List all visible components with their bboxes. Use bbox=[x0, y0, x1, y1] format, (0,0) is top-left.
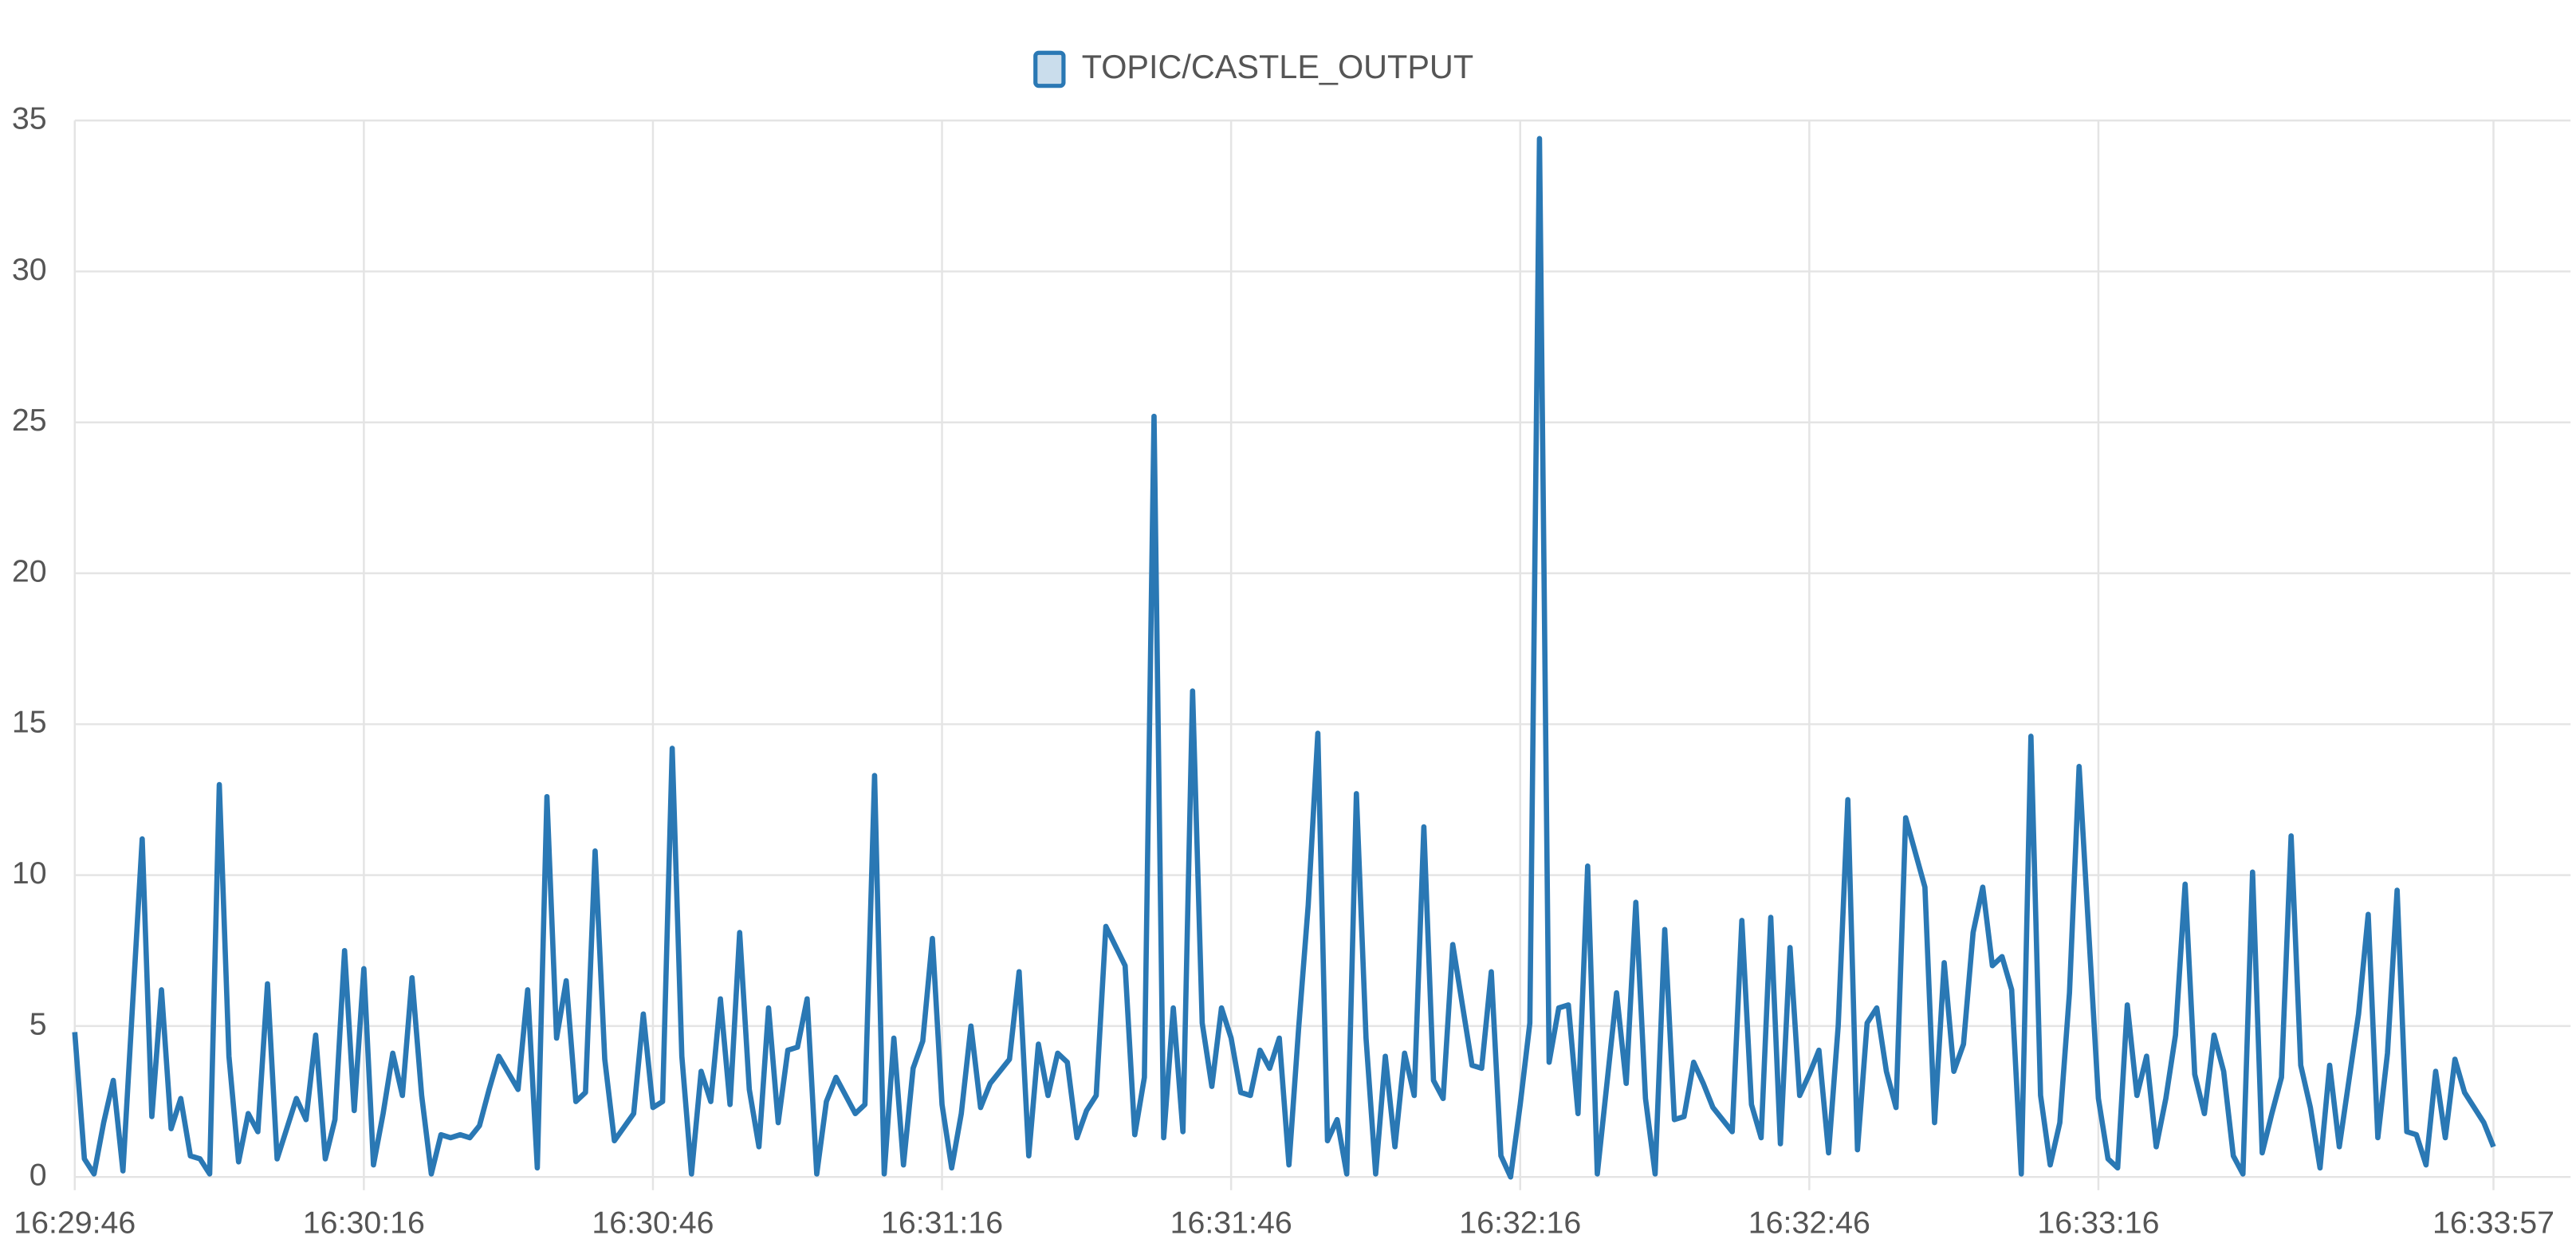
y-tick-label: 30 bbox=[12, 252, 47, 287]
y-tick-label: 35 bbox=[12, 101, 47, 136]
legend-swatch[interactable] bbox=[1033, 50, 1066, 89]
x-tick-label: 16:31:16 bbox=[881, 1206, 1003, 1241]
y-tick-label: 25 bbox=[12, 403, 47, 438]
y-tick-label: 10 bbox=[12, 856, 47, 891]
data-line bbox=[72, 136, 2496, 1180]
y-tick-label: 5 bbox=[29, 1006, 47, 1041]
x-tick-label: 16:30:16 bbox=[303, 1206, 425, 1241]
x-tick-label: 16:33:57 bbox=[2432, 1206, 2554, 1241]
y-tick-label: 0 bbox=[29, 1158, 47, 1193]
y-tick-label: 20 bbox=[12, 553, 47, 588]
x-tick-label: 16:32:16 bbox=[1459, 1206, 1581, 1241]
x-tick-label: 16:30:46 bbox=[592, 1206, 714, 1241]
legend-item[interactable]: TOPIC/CASTLE_OUTPUT bbox=[1033, 49, 1473, 89]
x-tick-label: 16:29:46 bbox=[14, 1206, 136, 1241]
x-tick-label: 16:32:46 bbox=[1748, 1206, 1870, 1241]
y-tick-label: 15 bbox=[12, 705, 47, 740]
legend-label[interactable]: TOPIC/CASTLE_OUTPUT bbox=[1082, 49, 1473, 85]
x-tick-label: 16:31:46 bbox=[1170, 1206, 1292, 1241]
x-tick-label: 16:33:16 bbox=[2037, 1206, 2159, 1241]
